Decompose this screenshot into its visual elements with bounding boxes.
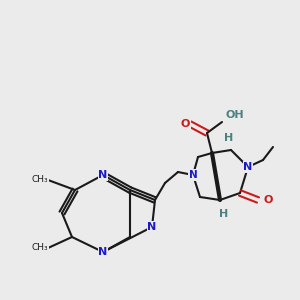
Text: N: N bbox=[147, 222, 157, 232]
Text: N: N bbox=[98, 247, 108, 257]
Text: N: N bbox=[243, 162, 253, 172]
Text: CH₃: CH₃ bbox=[32, 244, 48, 253]
Text: O: O bbox=[263, 195, 273, 205]
Text: OH: OH bbox=[226, 110, 244, 120]
Text: O: O bbox=[181, 119, 190, 129]
Text: H: H bbox=[219, 209, 229, 219]
Text: N: N bbox=[189, 170, 197, 180]
Text: CH₃: CH₃ bbox=[32, 176, 48, 184]
Text: N: N bbox=[98, 170, 108, 180]
Text: H: H bbox=[224, 133, 233, 143]
